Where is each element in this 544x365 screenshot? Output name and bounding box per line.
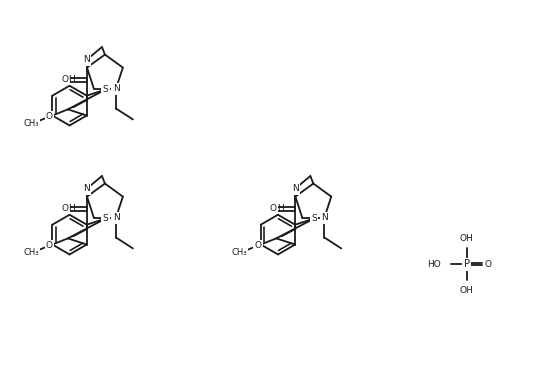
Text: N: N: [113, 84, 119, 93]
Text: N: N: [321, 213, 328, 222]
Text: P: P: [463, 260, 469, 269]
Text: H: H: [69, 75, 75, 84]
Text: S: S: [311, 214, 317, 223]
Text: CH₃: CH₃: [23, 119, 39, 128]
Text: S: S: [103, 214, 108, 223]
Text: O: O: [46, 241, 53, 250]
Text: N: N: [83, 55, 90, 64]
Text: H: H: [277, 204, 283, 213]
Text: O: O: [46, 112, 53, 121]
Text: H: H: [69, 204, 75, 213]
Text: HO: HO: [427, 260, 441, 269]
Text: OH: OH: [460, 234, 473, 242]
Text: CH₃: CH₃: [232, 249, 247, 257]
Text: OH: OH: [460, 286, 473, 295]
Text: O: O: [485, 260, 492, 269]
Text: N: N: [83, 184, 90, 193]
Text: O: O: [254, 241, 261, 250]
Text: N: N: [292, 184, 299, 193]
Text: N: N: [113, 213, 119, 222]
Text: O: O: [270, 204, 277, 213]
Text: O: O: [61, 204, 69, 213]
Text: O: O: [61, 75, 69, 84]
Text: CH₃: CH₃: [23, 249, 39, 257]
Text: S: S: [103, 85, 108, 94]
